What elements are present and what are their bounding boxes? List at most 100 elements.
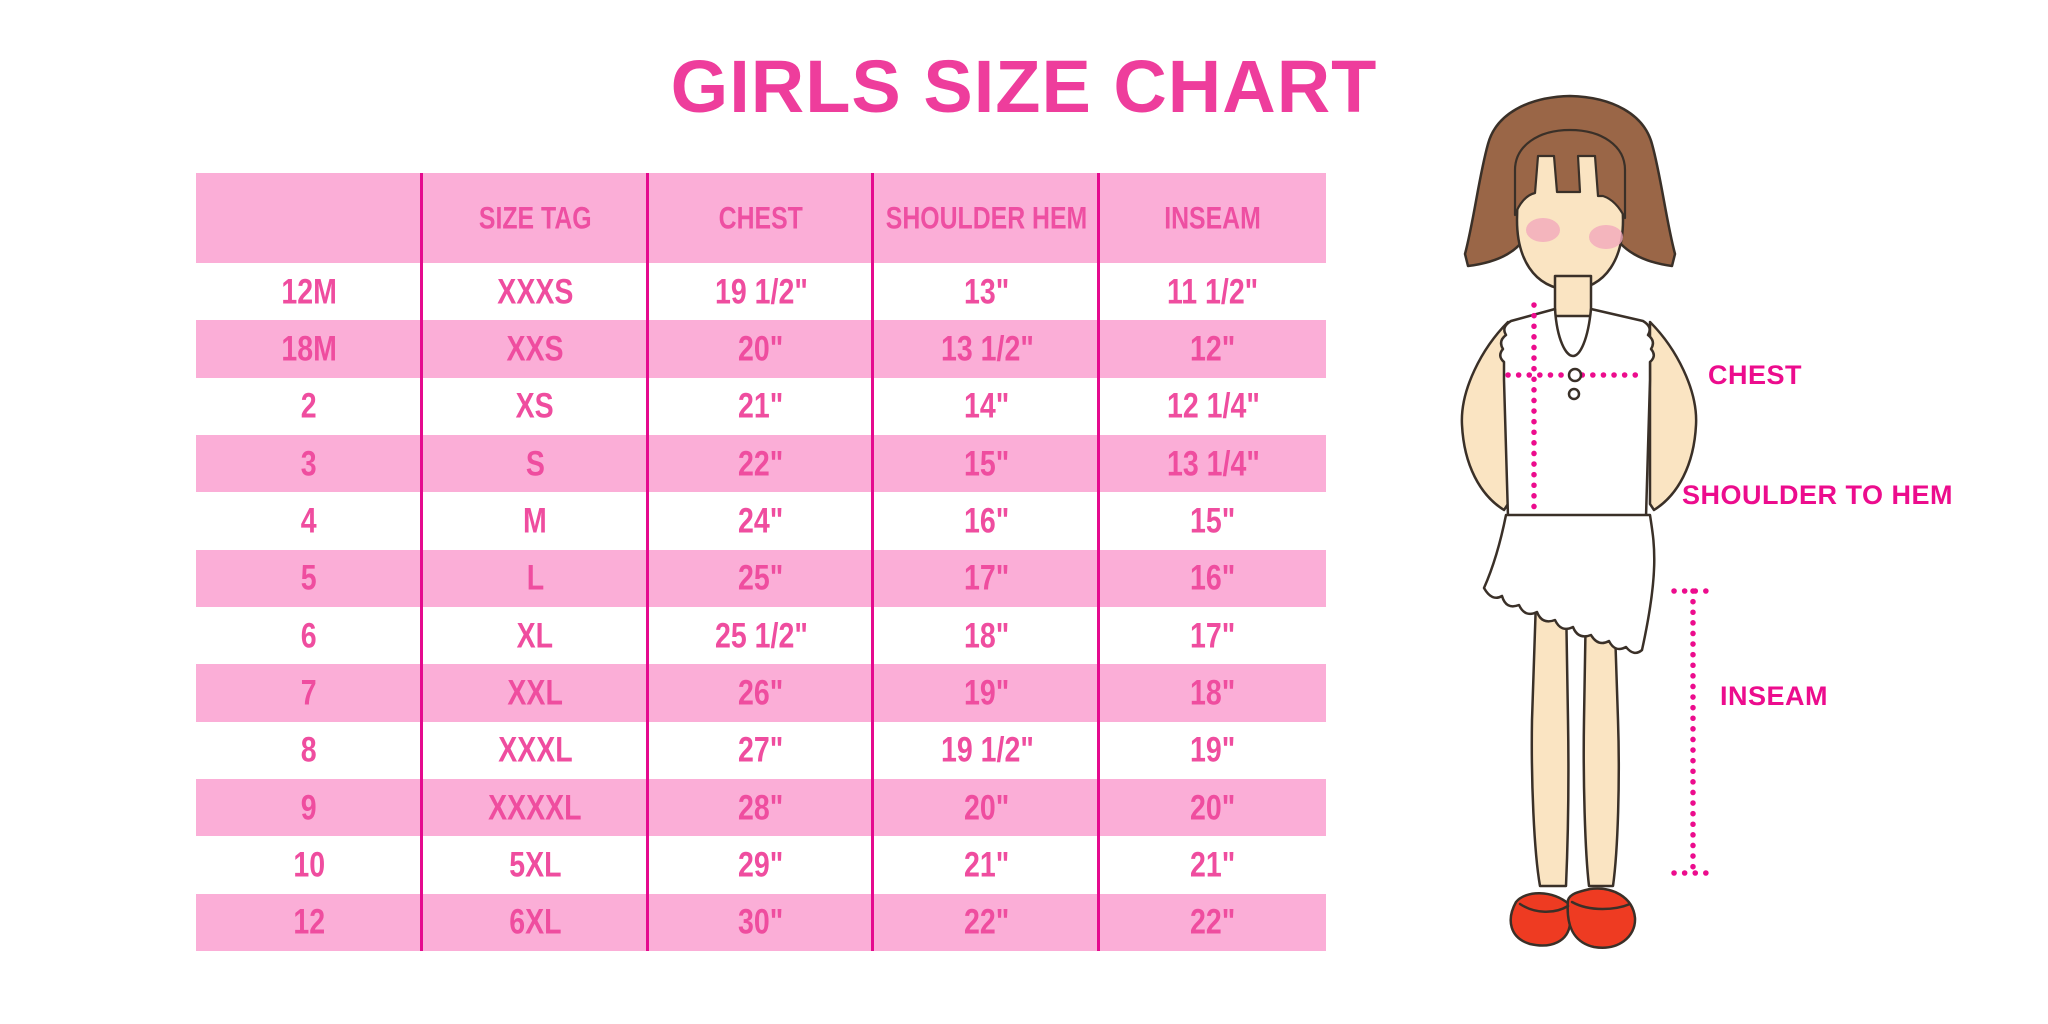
cell-text: XXL: [507, 672, 563, 713]
button-top: [1567, 367, 1583, 383]
table-cell: L: [422, 550, 648, 607]
table-row: 5 L 25" 17" 16": [196, 549, 1326, 607]
girl-illustration-svg: [1460, 94, 1715, 949]
table-cell: 18": [874, 607, 1100, 664]
table-cell: 21": [874, 836, 1100, 893]
table-row: 2 XS 21" 14" 12 1/4": [196, 378, 1326, 435]
cell-text: 3: [301, 442, 317, 484]
cell-text: XXXXL: [488, 786, 582, 828]
table-cell: 18M: [196, 320, 422, 377]
table-header-cell: INSEAM: [1100, 173, 1326, 263]
cell-text: L: [526, 557, 544, 598]
cell-text: M: [523, 500, 547, 541]
table-cell: 27": [648, 722, 874, 779]
table-row: 6 XL 25 1/2" 18" 17": [196, 607, 1326, 664]
table-cell: 22": [648, 435, 874, 492]
cell-text: 2: [301, 385, 317, 426]
table-cell: 25 1/2": [648, 607, 874, 664]
leg-left: [1530, 598, 1570, 888]
table-cell: XS: [422, 378, 648, 435]
table-header-row: SIZE TAG CHEST SHOULDER HEM INSEAM: [196, 173, 1326, 263]
table-cell: 19 1/2": [874, 722, 1100, 779]
cell-text: 13 1/4": [1166, 442, 1260, 484]
table-cell: XXXXL: [422, 779, 648, 836]
table-cell: 16": [874, 492, 1100, 549]
table-cell: 21": [648, 378, 874, 435]
table-cell: XL: [422, 607, 648, 664]
table-cell: 25": [648, 550, 874, 607]
table-cell: 22": [1100, 894, 1326, 951]
cell-text: 19": [1190, 729, 1236, 770]
cell-text: 12: [293, 901, 325, 942]
table-cell: XXXL: [422, 722, 648, 779]
cell-text: XXXS: [496, 270, 574, 312]
table-cell: XXS: [422, 320, 648, 377]
cell-text: 30": [738, 901, 784, 942]
cell-text: 6: [301, 614, 317, 656]
cell-text: 9: [301, 786, 317, 828]
inseam-label: INSEAM: [1720, 681, 1829, 711]
size-table: SIZE TAG CHEST SHOULDER HEM INSEAM 12 M XX…: [196, 173, 1326, 951]
arm-right: [1648, 320, 1698, 512]
header-text: CHEST: [718, 200, 804, 235]
table-cell: 9: [196, 779, 422, 836]
cell-text: 15": [1190, 500, 1236, 541]
cell-text: 18M: [281, 328, 337, 369]
cell-text: 21": [738, 385, 784, 426]
shoe-right: [1566, 887, 1637, 949]
cell-text: 12": [1190, 328, 1236, 369]
table-row: 18M XXS 20" 13 1/2" 12": [196, 320, 1326, 378]
table-body: 12M XXXS 19 1/2" 13" 11 1/2" 18M XXS 20" 13 1/2"…: [196, 263, 1326, 951]
cell-text: 7: [301, 672, 317, 713]
tank-top: [1499, 307, 1655, 519]
cell-text: 13 1/2": [940, 328, 1034, 369]
cell-text: 10: [293, 844, 325, 885]
table-cell: 15": [874, 435, 1100, 492]
cell-text: 27": [738, 729, 784, 770]
table-cell: 10: [196, 836, 422, 893]
table-cell: XXL: [422, 664, 648, 721]
table-cell: 22": [874, 894, 1100, 951]
table-cell: M: [422, 492, 648, 549]
cell-text: 22": [964, 901, 1010, 942]
table-cell: 12": [1100, 320, 1326, 377]
table-cell: 2: [196, 378, 422, 435]
cell-text: 20": [964, 786, 1010, 828]
header-text: SIZE TAG: [478, 200, 592, 235]
cell-text: 4: [301, 500, 317, 541]
cell-text: 28": [738, 786, 784, 828]
table-row: 10 5XL 29" 21" 21": [196, 836, 1326, 893]
table-cell: 13": [874, 263, 1100, 320]
cell-text: XS: [515, 385, 555, 426]
table-cell: 20": [648, 320, 874, 377]
cell-text: 5: [301, 557, 317, 598]
girl-illustration: [1420, 80, 1980, 960]
table-cell: 5XL: [422, 836, 648, 893]
table-row: 12 6XL 30" 22" 22": [196, 893, 1326, 951]
shoe-strap-left: [1518, 902, 1570, 913]
shoulder-to-hem-label: SHOULDER TO HEM: [1682, 480, 1954, 510]
skirt-ruffle: [1482, 513, 1656, 655]
cell-text: XL: [516, 614, 554, 656]
table-cell: XXXS: [422, 263, 648, 320]
cell-text: 16": [1190, 557, 1236, 598]
table-cell: 28": [648, 779, 874, 836]
blush-left: [1526, 218, 1560, 242]
table-cell: 13 1/4": [1100, 435, 1326, 492]
table-header-cell: [196, 173, 422, 263]
arm-left: [1460, 320, 1510, 512]
table-cell: 13 1/2": [874, 320, 1100, 377]
cell-text: 18": [1190, 672, 1236, 713]
cell-text: 15": [964, 442, 1010, 484]
chest-label: CHEST: [1708, 360, 1803, 390]
table-cell: 7: [196, 664, 422, 721]
table-cell: 30": [648, 894, 874, 951]
cell-text: 26": [738, 672, 784, 713]
cell-text: 13": [964, 270, 1010, 312]
table-row: 3 S 22" 15" 13 1/4": [196, 434, 1326, 493]
shoe-left: [1509, 892, 1572, 947]
cell-text: 19 1/2": [714, 270, 808, 312]
table-cell: 15": [1100, 492, 1326, 549]
table-row: 9 XXXXL 28" 20" 20": [196, 778, 1326, 837]
table-header-cell: SIZE TAG: [422, 173, 648, 263]
